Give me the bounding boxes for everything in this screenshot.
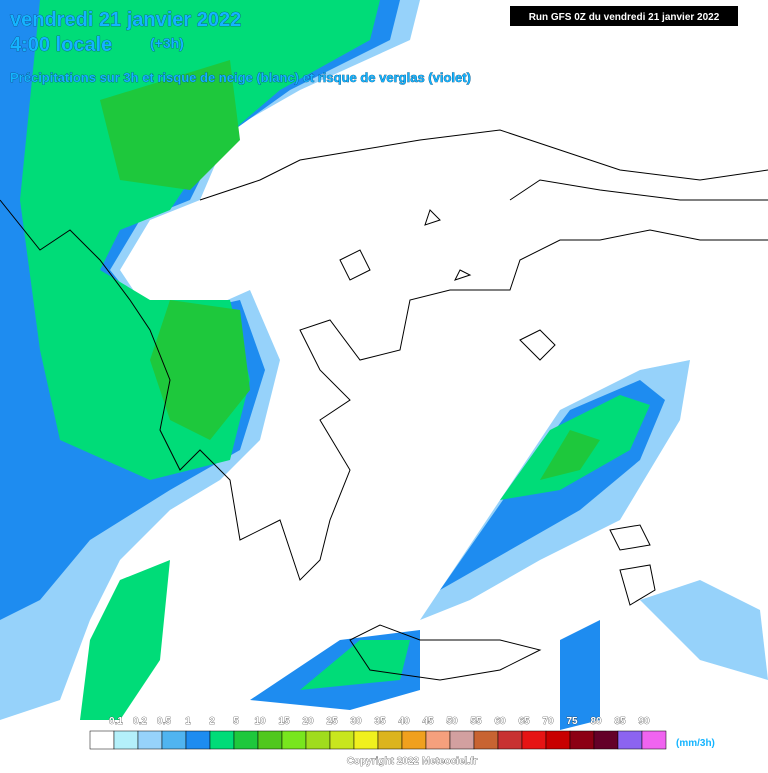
precipitation-field: [0, 0, 768, 730]
legend-swatch: [209, 730, 235, 750]
legend-swatch: [401, 730, 427, 750]
legend-swatch: [233, 730, 259, 750]
legend-swatch: [281, 730, 307, 750]
legend-label: 1: [185, 716, 191, 727]
run-label: Run GFS 0Z du vendredi 21 janvier 2022: [529, 12, 720, 23]
legend-label: 0.1: [109, 716, 123, 727]
legend-swatch: [641, 730, 667, 750]
coastline: [0, 129, 768, 681]
legend-swatch: [617, 730, 643, 750]
legend-label: 0.2: [133, 716, 147, 727]
legend-swatch: [593, 730, 619, 750]
legend-label: 40: [398, 716, 410, 727]
legend-label: 70: [542, 716, 554, 727]
offset: (+3h): [150, 35, 184, 51]
subtitle: Précipitations sur 3h et risque de neige…: [10, 70, 471, 85]
legend-swatch: [473, 730, 499, 750]
legend-swatch: [185, 730, 211, 750]
legend: 0.1 0.2 0.5 1 2 5 10 15 20 25 30 35 40 45 50 55 60 65 70 75…: [89, 716, 667, 750]
run-box: [510, 6, 738, 26]
legend-label: 50: [446, 716, 458, 727]
legend-unit: (mm/3h): [676, 738, 715, 749]
legend-label: 25: [326, 716, 338, 727]
legend-swatch: [569, 730, 595, 750]
legend-swatch: [497, 730, 523, 750]
legend-swatch: [449, 730, 475, 750]
legend-label: 75: [566, 716, 578, 727]
legend-label: 45: [422, 716, 434, 727]
legend-swatch: [257, 730, 283, 750]
legend-label: 2: [209, 716, 215, 727]
legend-label: 20: [302, 716, 314, 727]
legend-swatch: [113, 730, 139, 750]
legend-swatch: [521, 730, 547, 750]
legend-swatch: [425, 730, 451, 750]
legend-label: 85: [614, 716, 626, 727]
legend-label: 0.5: [157, 716, 171, 727]
date: vendredi 21 janvier 2022: [10, 9, 241, 31]
legend-label: 30: [350, 716, 362, 727]
legend-swatch: [137, 730, 163, 750]
legend-swatch: [377, 730, 403, 750]
legend-swatch: [545, 730, 571, 750]
time: 4:00 locale: [10, 34, 112, 56]
legend-label: 10: [254, 716, 266, 727]
legend-label: 80: [590, 716, 602, 727]
legend-label: 90: [638, 716, 650, 727]
legend-label: 15: [278, 716, 290, 727]
legend-swatch: [353, 730, 379, 750]
legend-label: 5: [233, 716, 239, 727]
legend-swatch: [305, 730, 331, 750]
legend-label: 55: [470, 716, 482, 727]
legend-label: 65: [518, 716, 530, 727]
copyright: Copyright 2022 Meteociel.fr: [347, 756, 478, 767]
legend-swatch: [329, 730, 355, 750]
legend-label: 35: [374, 716, 386, 727]
legend-label: 60: [494, 716, 506, 727]
legend-swatch: [89, 730, 115, 750]
legend-swatch: [161, 730, 187, 750]
